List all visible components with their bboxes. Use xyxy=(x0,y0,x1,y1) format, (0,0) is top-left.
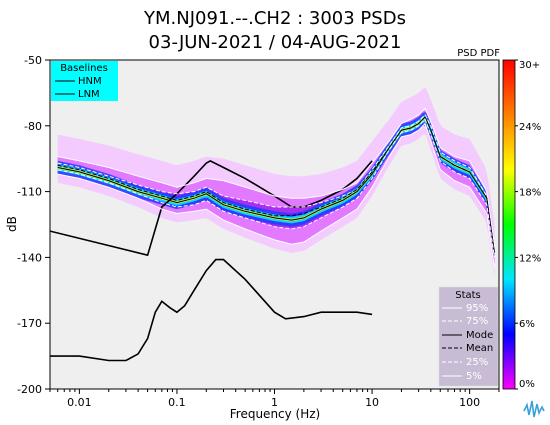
baselines-legend-title: Baselines xyxy=(60,63,108,74)
colorbar xyxy=(502,59,516,390)
x-axis-label: Frequency (Hz) xyxy=(230,407,321,421)
legend-lnm-label: LNM xyxy=(78,89,100,100)
colorbar-tick-label: 30+ xyxy=(519,60,540,71)
series-line-mean xyxy=(57,116,495,254)
series-line-75pct xyxy=(57,113,495,251)
y-tick-label: -110 xyxy=(17,186,42,199)
stats-legend-box xyxy=(438,286,499,387)
colorbar-tick-label: 0% xyxy=(519,379,535,390)
series-line-5pct xyxy=(57,122,495,269)
series-lines xyxy=(50,107,495,362)
stats-legend-title: Stats xyxy=(455,290,481,301)
legend-95-label: 95% xyxy=(466,303,488,314)
y-axis-label: dB xyxy=(5,216,19,232)
legend-25-label: 25% xyxy=(466,357,488,368)
logo-icon xyxy=(522,397,546,421)
x-tick-label: 1 xyxy=(271,396,278,409)
y-tick-label: -200 xyxy=(17,383,42,396)
y-tick-label: -140 xyxy=(17,251,42,264)
chart-title-line2: 03-JUN-2021 / 04-AUG-2021 xyxy=(149,32,402,53)
colorbar-title: PSD PDF xyxy=(457,48,500,59)
series-line-25pct xyxy=(57,118,495,258)
baselines-legend: Baselines HNM LNM xyxy=(51,61,118,101)
colorbar-tick-label: 6% xyxy=(519,319,535,330)
heat-band-outer xyxy=(57,88,495,278)
chart-title-line1: YM.NJ091.--.CH2 : 3003 PSDs xyxy=(143,8,406,29)
colorbar-ticks: 30+ 24% 18% 12% 6% 0% xyxy=(515,59,541,390)
x-tick-label: 0.1 xyxy=(168,396,186,409)
x-tick-label: 100 xyxy=(459,396,480,409)
legend-5-label: 5% xyxy=(466,371,482,382)
x-tick-label: 0.01 xyxy=(67,396,92,409)
heat-band-core xyxy=(57,112,495,260)
colorbar-tick-label: 24% xyxy=(519,122,541,133)
heat-band-peak xyxy=(57,115,495,257)
legend-75-label: 75% xyxy=(466,316,488,327)
y-tick-label: -80 xyxy=(24,120,42,133)
legend-mode-label: Mode xyxy=(466,330,493,341)
series-line-lnm xyxy=(50,258,373,362)
colorbar-tick-label: 12% xyxy=(519,253,541,264)
axes: -50 -80 -110 -140 -170 -200 0.01 0.1 1 10 100 xyxy=(17,54,500,409)
stats-legend: Stats 95% 75% Mode Mean 25% 5% xyxy=(438,286,499,387)
colorbar-tick-label: 18% xyxy=(519,188,541,199)
series-line-95pct xyxy=(57,107,495,247)
y-tick-label: -50 xyxy=(24,54,42,67)
x-tick-label: 10 xyxy=(365,396,379,409)
legend-mean-label: Mean xyxy=(466,343,493,354)
y-tick-label: -170 xyxy=(17,317,42,330)
legend-hnm-label: HNM xyxy=(78,76,102,87)
